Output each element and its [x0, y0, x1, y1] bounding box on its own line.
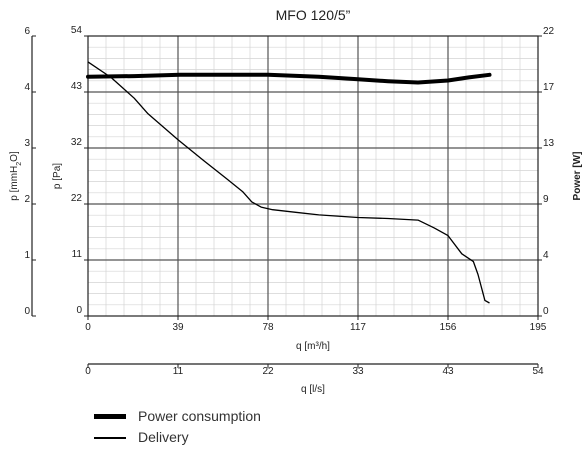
y-pa-tick-label: 43	[71, 81, 83, 92]
series-power-consumption	[86, 72, 492, 85]
y-pa-axis-label: p [Pa]	[52, 163, 63, 189]
x-secondary-tick-label: 33	[352, 366, 364, 377]
y-mmh2o-label-main: p [mmH	[9, 166, 20, 201]
y-pa-tick-label: 22	[71, 193, 83, 204]
y-power-axis-label: Power [W]	[572, 152, 582, 201]
y-power-tick-label: 22	[543, 26, 555, 37]
x-primary-tick-label: 195	[530, 322, 547, 333]
x-secondary-tick-label: 43	[442, 366, 454, 377]
x-secondary-tick-label: 0	[85, 366, 91, 377]
y-pa-tick-label: 11	[72, 249, 83, 260]
x-primary-tick-label: 117	[350, 322, 366, 333]
y-mmh2o-label-sub: 2	[16, 162, 23, 166]
x-primary-axis-label: q [m³/h]	[296, 341, 330, 352]
grid	[88, 36, 538, 316]
legend-swatch-delivery	[94, 437, 126, 439]
y-pa-tick-label: 0	[76, 305, 82, 316]
y-mmh2o-tick-label: 6	[24, 26, 30, 37]
x-secondary-tick-label: 11	[173, 366, 184, 377]
x-secondary-ticks: 0 11 22 33 43 54	[85, 364, 544, 377]
y-mmh2o-tick-label: 3	[24, 138, 30, 149]
y-power-tick-label: 9	[543, 194, 549, 205]
plot-frame	[87, 35, 539, 317]
y-power-tick-label: 17	[543, 82, 555, 93]
x-primary-tick-label: 156	[440, 322, 457, 333]
axes	[31, 35, 539, 365]
y-mmh2o-tick-label: 4	[24, 82, 30, 93]
y-mmh2o-axis-label: p [mmH2O]	[9, 151, 23, 201]
y-power-tick-label: 4	[543, 250, 549, 261]
y-power-tick-label: 13	[543, 138, 555, 149]
legend-label-power: Power consumption	[138, 408, 261, 424]
y-mmh2o-label-end: O]	[9, 151, 20, 162]
x-primary-ticks: 0 39 78 117 156 195	[85, 316, 547, 333]
x-secondary-tick-label: 22	[262, 366, 274, 377]
x-primary-tick-label: 39	[172, 322, 184, 333]
chart-title: MFO 120/5”	[276, 7, 351, 23]
y-power-tick-label: 0	[543, 306, 549, 317]
y-mmh2o-ticks: 0 1 2 3 4 6	[24, 26, 36, 317]
x-secondary-tick-label: 54	[532, 366, 544, 377]
x-secondary-axis-label: q [l/s]	[301, 384, 325, 395]
y-pa-ticks: 0 11 22 32 43 54	[71, 25, 88, 317]
legend-label-delivery: Delivery	[138, 429, 189, 445]
x-primary-tick-label: 0	[85, 322, 91, 333]
x-primary-tick-label: 78	[262, 322, 274, 333]
y-pa-tick-label: 32	[71, 137, 83, 148]
series-delivery	[87, 61, 490, 304]
y-mmh2o-tick-label: 2	[24, 194, 30, 205]
y-mmh2o-tick-label: 1	[24, 250, 30, 261]
y-pa-tick-label: 54	[71, 25, 83, 36]
y-mmh2o-tick-label: 0	[24, 306, 30, 317]
y-power-ticks: 0 4 9 13 17 22	[538, 26, 555, 317]
legend-swatch-power	[94, 414, 126, 419]
